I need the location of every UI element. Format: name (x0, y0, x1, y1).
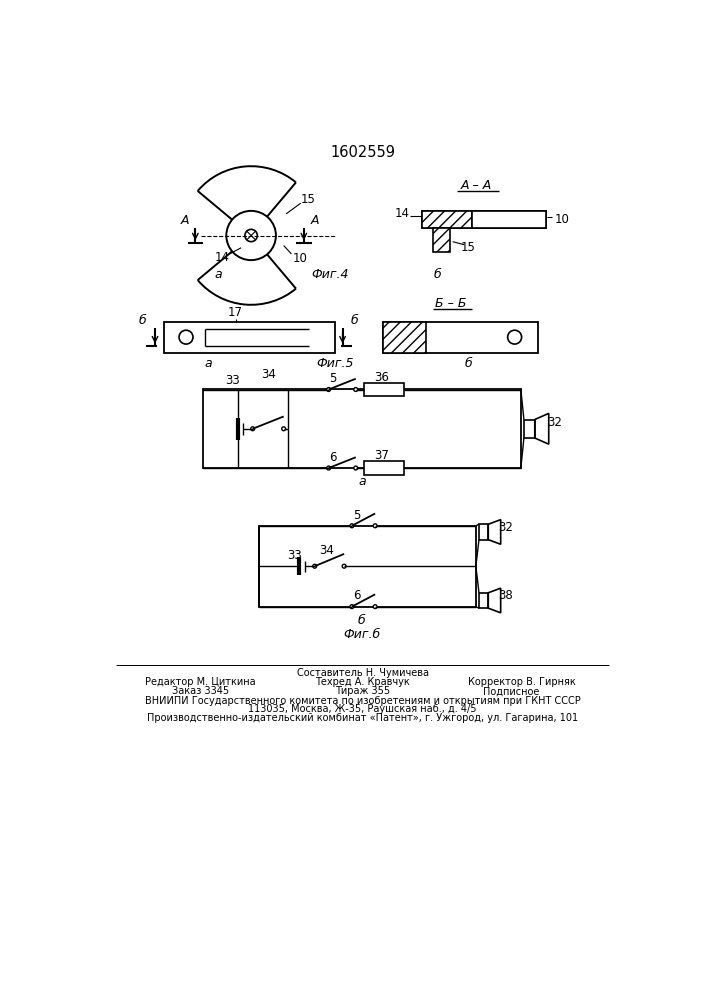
Bar (259, 526, 476, 607)
Bar (203, 389, 521, 468)
Text: 34: 34 (320, 544, 334, 557)
Text: A – A: A – A (460, 179, 491, 192)
Circle shape (350, 524, 354, 528)
Circle shape (245, 229, 257, 242)
Text: 5: 5 (329, 372, 337, 385)
Text: 33: 33 (287, 549, 302, 562)
Bar (479, 593, 489, 608)
Text: 14: 14 (395, 207, 410, 220)
Bar (472, 211, 546, 228)
Text: Тираж 355: Тираж 355 (335, 686, 390, 696)
Text: Заказ 3345: Заказ 3345 (173, 686, 229, 696)
Text: Фиг.4: Фиг.4 (311, 267, 349, 280)
Bar (479, 524, 489, 540)
Text: Редактор М. Циткина: Редактор М. Циткина (146, 677, 256, 687)
Text: 37: 37 (374, 449, 389, 462)
Circle shape (354, 388, 358, 391)
Bar (164, 322, 335, 353)
Bar (524, 420, 534, 438)
Text: Производственно-издательский комбинат «Патент», г. Ужгород, ул. Гагарина, 101: Производственно-издательский комбинат «П… (147, 713, 578, 723)
Text: а: а (358, 475, 366, 488)
Text: 15: 15 (300, 193, 315, 206)
Text: а: а (215, 267, 223, 280)
Text: 33: 33 (225, 374, 240, 387)
Text: A: A (310, 214, 319, 227)
Circle shape (281, 427, 286, 431)
Text: 6: 6 (329, 451, 337, 464)
Circle shape (373, 605, 377, 609)
Circle shape (312, 564, 317, 568)
Text: 38: 38 (498, 589, 513, 602)
Bar (421, 211, 472, 228)
Bar (421, 211, 546, 228)
Text: 17: 17 (228, 306, 243, 319)
Text: а: а (205, 357, 212, 370)
Text: 10: 10 (555, 213, 570, 226)
Circle shape (373, 524, 377, 528)
Circle shape (327, 388, 331, 391)
Text: Подписное: Подписное (483, 686, 539, 696)
Text: 14: 14 (215, 251, 230, 264)
Text: Составитель Н. Чумичева: Составитель Н. Чумичева (297, 668, 428, 678)
Circle shape (354, 466, 358, 470)
Bar (472, 211, 546, 228)
Circle shape (508, 330, 522, 344)
Bar (363, 461, 404, 475)
Circle shape (179, 330, 193, 344)
Text: 5: 5 (353, 509, 360, 522)
Bar (433, 228, 450, 252)
Text: ВНИИПИ Государственного комитета по изобретениям и открытиям при ГКНТ СССР: ВНИИПИ Государственного комитета по изоб… (145, 696, 580, 706)
Text: A: A (180, 214, 189, 227)
Circle shape (350, 605, 354, 609)
Text: 1602559: 1602559 (330, 145, 395, 160)
Text: Б – Б: Б – Б (436, 297, 467, 310)
Text: б: б (464, 357, 472, 370)
Circle shape (327, 466, 331, 470)
Text: 6: 6 (353, 589, 361, 602)
Circle shape (342, 564, 346, 568)
Text: Техред А. Кравчук: Техред А. Кравчук (315, 677, 410, 687)
Bar (383, 322, 426, 353)
Text: 15: 15 (461, 241, 476, 254)
Bar (383, 322, 538, 353)
Text: б: б (358, 614, 366, 627)
Text: б: б (433, 267, 441, 280)
Text: 36: 36 (374, 371, 389, 384)
Text: 32: 32 (498, 521, 513, 534)
Text: Корректор В. Гирняк: Корректор В. Гирняк (469, 677, 576, 687)
Text: б: б (139, 314, 146, 327)
Text: 34: 34 (261, 368, 276, 381)
Text: 32: 32 (547, 416, 562, 429)
Text: 113035, Москва, Ж-35, Раушская наб., д. 4/5: 113035, Москва, Ж-35, Раушская наб., д. … (248, 704, 477, 714)
Text: б: б (351, 314, 359, 327)
Text: 10: 10 (293, 252, 308, 265)
Bar (363, 383, 404, 396)
Text: Фиг.5: Фиг.5 (316, 357, 354, 370)
Circle shape (251, 427, 255, 431)
Text: Фиг.б: Фиг.б (344, 628, 380, 641)
Circle shape (226, 211, 276, 260)
